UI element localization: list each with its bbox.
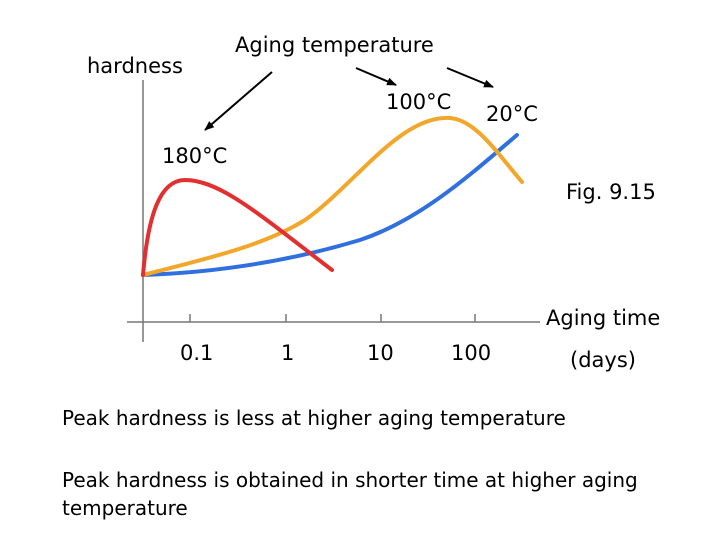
- note-peak-lower: Peak hardness is less at higher aging te…: [62, 406, 566, 430]
- x-axis-unit: (days): [570, 348, 636, 372]
- arrow-to-180c: [204, 71, 273, 131]
- arrow-to-100c: [355, 67, 397, 86]
- x-tick-label: 0.1: [180, 341, 214, 365]
- figure-number: Fig. 9.15: [566, 180, 656, 204]
- temp-label-180c: 180°C: [162, 144, 228, 168]
- note-peak-earlier: Peak hardness is obtained in shorter tim…: [62, 468, 638, 520]
- x-tick-label: 10: [367, 341, 394, 365]
- curve-20c: [141, 133, 519, 277]
- temp-label-20c: 20°C: [486, 102, 538, 126]
- temp-label-100c: 100°C: [386, 90, 452, 114]
- x-tick-label: 1: [281, 341, 295, 365]
- arrow-to-20c: [446, 67, 494, 88]
- x-axis-label: Aging time: [546, 306, 661, 330]
- x-tick-label: 100: [451, 341, 492, 365]
- y-axis-label: hardness: [87, 54, 183, 78]
- curve-180c: [141, 177, 334, 277]
- curve-100c: [141, 115, 524, 277]
- title-label: Aging temperature: [235, 33, 434, 57]
